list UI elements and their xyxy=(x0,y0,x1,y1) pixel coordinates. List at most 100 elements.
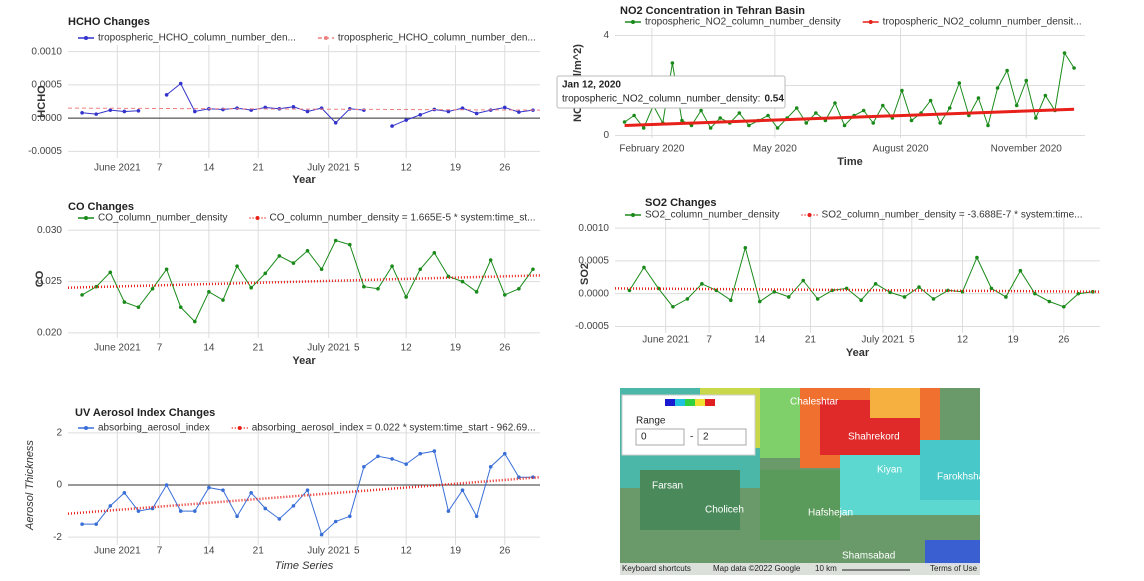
data-point xyxy=(642,266,646,270)
data-point xyxy=(404,295,408,299)
data-point xyxy=(94,522,98,526)
series-line xyxy=(82,241,533,322)
data-point xyxy=(1005,69,1009,73)
x-tick-label: June 2021 xyxy=(94,163,141,174)
map-footer-link[interactable]: Keyboard shortcuts xyxy=(622,564,691,573)
legend-swatch-dot xyxy=(84,216,88,220)
x-tick-label: 14 xyxy=(203,343,215,354)
data-point xyxy=(235,515,239,519)
legend-label: SO2_column_number_density = -3.688E-7 * … xyxy=(822,210,1083,221)
legend-swatch-dot xyxy=(256,216,260,220)
data-point xyxy=(946,289,950,293)
data-point xyxy=(362,465,366,469)
data-point xyxy=(801,279,805,283)
swatch xyxy=(705,399,715,406)
y-axis-title: HCHO xyxy=(36,85,48,118)
data-point xyxy=(910,119,914,123)
x-tick-label: 14 xyxy=(203,546,215,557)
data-point xyxy=(151,287,155,291)
data-point xyxy=(306,110,310,114)
legend-label: SO2_column_number_density xyxy=(645,210,780,221)
data-point xyxy=(207,290,211,294)
data-point xyxy=(1044,94,1048,98)
x-tick-label: June 2021 xyxy=(642,335,689,346)
y-tick-label: -0.0005 xyxy=(575,321,609,332)
x-axis-title: Year xyxy=(292,174,316,186)
range-min: 0 xyxy=(641,432,647,443)
data-point xyxy=(503,106,507,110)
data-point xyxy=(874,282,878,286)
y-tick-label: 0 xyxy=(603,130,609,141)
tooltip-value: 0.54 xyxy=(764,94,784,105)
data-point xyxy=(334,121,338,125)
x-tick-label: 26 xyxy=(499,343,511,354)
data-point xyxy=(718,116,722,120)
x-tick-label: June 2021 xyxy=(94,546,141,557)
x-tick-label: 12 xyxy=(401,343,413,354)
data-point xyxy=(804,121,808,125)
data-point xyxy=(917,285,921,289)
data-point xyxy=(517,110,521,114)
legend-label: absorbing_aerosol_index xyxy=(98,423,210,434)
y-tick-label: 0.030 xyxy=(37,225,62,236)
tooltip-label: tropospheric_NO2_column_number_density: xyxy=(562,94,760,105)
data-point xyxy=(390,264,394,268)
data-point xyxy=(975,256,979,260)
data-point xyxy=(461,488,465,492)
data-point xyxy=(306,249,310,253)
data-point xyxy=(489,465,493,469)
data-point xyxy=(686,297,690,301)
series-line xyxy=(68,477,540,514)
data-point xyxy=(680,119,684,123)
data-point xyxy=(1072,66,1076,70)
data-point xyxy=(531,267,535,271)
data-point xyxy=(1062,305,1066,309)
data-point xyxy=(814,111,818,115)
y-tick-label: 0.020 xyxy=(37,328,62,339)
data-point xyxy=(418,113,422,117)
map-footer-link[interactable]: Terms of Use xyxy=(930,564,978,573)
data-point xyxy=(948,106,952,110)
data-point xyxy=(404,462,408,466)
x-tick-label: 26 xyxy=(499,163,511,174)
data-point xyxy=(503,293,507,297)
place: Choliceh xyxy=(705,505,744,516)
data-point xyxy=(306,488,310,492)
x-tick-label: 7 xyxy=(157,546,163,557)
series-line xyxy=(82,84,533,127)
data-point xyxy=(632,114,636,118)
data-point xyxy=(743,246,747,250)
data-point xyxy=(165,267,169,271)
x-tick-label: 5 xyxy=(909,335,915,346)
map-tile xyxy=(920,440,980,500)
data-point xyxy=(123,110,127,114)
legend-label: tropospheric_HCHO_column_number_den... xyxy=(98,33,296,44)
data-point xyxy=(830,289,834,293)
data-point xyxy=(776,126,780,130)
data-point xyxy=(320,533,324,537)
data-point xyxy=(221,488,225,492)
x-tick-label: May 2020 xyxy=(753,144,797,155)
data-point xyxy=(795,106,799,110)
x-tick-label: 26 xyxy=(1058,335,1070,346)
data-point xyxy=(671,305,675,309)
data-point xyxy=(816,297,820,301)
map-tile xyxy=(640,470,740,530)
x-tick-label: 19 xyxy=(1008,335,1020,346)
data-point xyxy=(123,491,127,495)
data-point xyxy=(623,120,627,124)
data-point xyxy=(461,280,465,284)
data-point xyxy=(729,298,733,302)
data-point xyxy=(80,293,84,297)
x-tick-label: July 2021 xyxy=(861,335,904,346)
map-tile xyxy=(870,388,920,418)
data-point xyxy=(80,111,84,115)
data-point xyxy=(193,110,197,114)
data-point xyxy=(179,509,183,513)
legend-label: CO_column_number_density xyxy=(98,213,228,224)
x-tick-label: July 2021 xyxy=(307,343,350,354)
x-tick-label: 14 xyxy=(754,335,766,346)
place: Shahrekord xyxy=(848,432,900,443)
data-point xyxy=(235,264,239,268)
map-footer-text: Map data ©2022 Google xyxy=(713,564,801,573)
